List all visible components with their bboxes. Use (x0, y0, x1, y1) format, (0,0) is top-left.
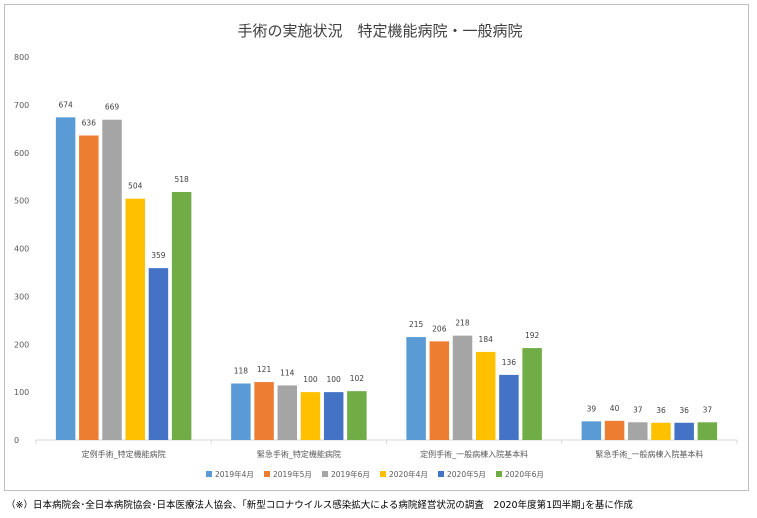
y-tick-label: 300 (14, 292, 29, 301)
bar (254, 382, 274, 440)
bar (323, 392, 344, 440)
source-footnote: （※）日本病院会･全日本病院協会･日本医療法人協会、｢新型コロナウイルス感染拡大… (6, 500, 633, 511)
data-label: 36 (679, 406, 689, 415)
data-label: 40 (610, 404, 620, 413)
y-tick-label: 800 (14, 53, 29, 62)
bar (300, 392, 321, 440)
bar (628, 422, 648, 440)
data-label: 100 (327, 375, 342, 384)
data-label: 37 (633, 405, 643, 414)
legend-swatch (206, 471, 212, 477)
y-tick-label: 0 (14, 436, 19, 445)
x-category-label: 定例手術_特定機能病院 (82, 449, 166, 459)
bar-layer: 674 636 669 504 359 518 118 121 114 100 100 102 215 2… (55, 100, 718, 440)
data-label: 518 (174, 175, 189, 184)
bar (452, 335, 473, 440)
legend-label: 2020年6月 (505, 469, 544, 479)
bar (125, 198, 145, 440)
data-label: 102 (350, 374, 365, 383)
bar (429, 341, 450, 440)
data-label: 674 (58, 100, 73, 109)
data-label: 184 (479, 335, 494, 344)
y-tick-label: 600 (14, 149, 29, 158)
bar (406, 337, 426, 440)
data-label: 36 (656, 406, 666, 415)
data-label: 192 (525, 331, 540, 340)
chart-title: 手術の実施状況 特定機能病院・一般病院 (237, 22, 522, 40)
bar (102, 119, 122, 440)
data-label: 100 (303, 375, 318, 384)
bar (148, 268, 169, 440)
legend-swatch (322, 471, 328, 477)
data-label: 206 (432, 324, 447, 333)
legend-swatch (496, 471, 502, 477)
x-category-label: 緊急手術_特定機能病院 (257, 449, 341, 459)
y-tick-label: 200 (14, 340, 29, 349)
bar (581, 421, 602, 440)
data-label: 114 (280, 368, 295, 377)
data-label: 37 (703, 405, 713, 414)
data-label: 118 (234, 367, 249, 376)
legend: 2019年4月 2019年5月 2019年6月 2020年4月 2020年5月 2020年… (206, 469, 544, 479)
legend-label: 2020年4月 (389, 469, 428, 479)
x-category-label: 定例手術_一般病棟入院基本料 (420, 449, 528, 459)
legend-swatch (264, 471, 270, 477)
legend-label: 2019年5月 (273, 469, 312, 479)
legend-swatch (380, 471, 386, 477)
data-label: 218 (455, 319, 470, 328)
data-label: 215 (409, 320, 424, 329)
legend-swatch (438, 471, 444, 477)
bar (651, 422, 671, 440)
legend-label: 2020年5月 (447, 469, 486, 479)
bar (55, 117, 76, 440)
data-label: 359 (151, 251, 166, 260)
bar (674, 422, 694, 440)
bar (697, 422, 718, 440)
legend-label: 2019年6月 (331, 469, 370, 479)
y-tick-label: 500 (14, 197, 29, 206)
data-label: 669 (105, 103, 120, 112)
bar (347, 391, 367, 440)
data-label: 504 (128, 182, 143, 191)
bar (522, 348, 542, 440)
bar (499, 374, 519, 440)
data-label: 39 (587, 404, 597, 413)
bar (231, 383, 251, 440)
data-label: 136 (502, 358, 517, 367)
bar (277, 385, 298, 440)
bar (171, 192, 192, 440)
legend-label: 2019年4月 (215, 469, 254, 479)
y-tick-label: 400 (14, 245, 29, 254)
data-label: 121 (257, 365, 272, 374)
bar (79, 135, 99, 440)
y-tick-label: 700 (14, 101, 29, 110)
y-tick-label: 100 (14, 388, 29, 397)
axis-layer: 0 100 200 300 400 500 600 700 800 定例手術_特定機能病院 緊急手術… (14, 53, 738, 459)
bar (604, 420, 625, 440)
bar (475, 351, 496, 440)
x-category-label: 緊急手術_一般病棟入院基本料 (595, 449, 703, 459)
data-label: 636 (82, 119, 97, 128)
